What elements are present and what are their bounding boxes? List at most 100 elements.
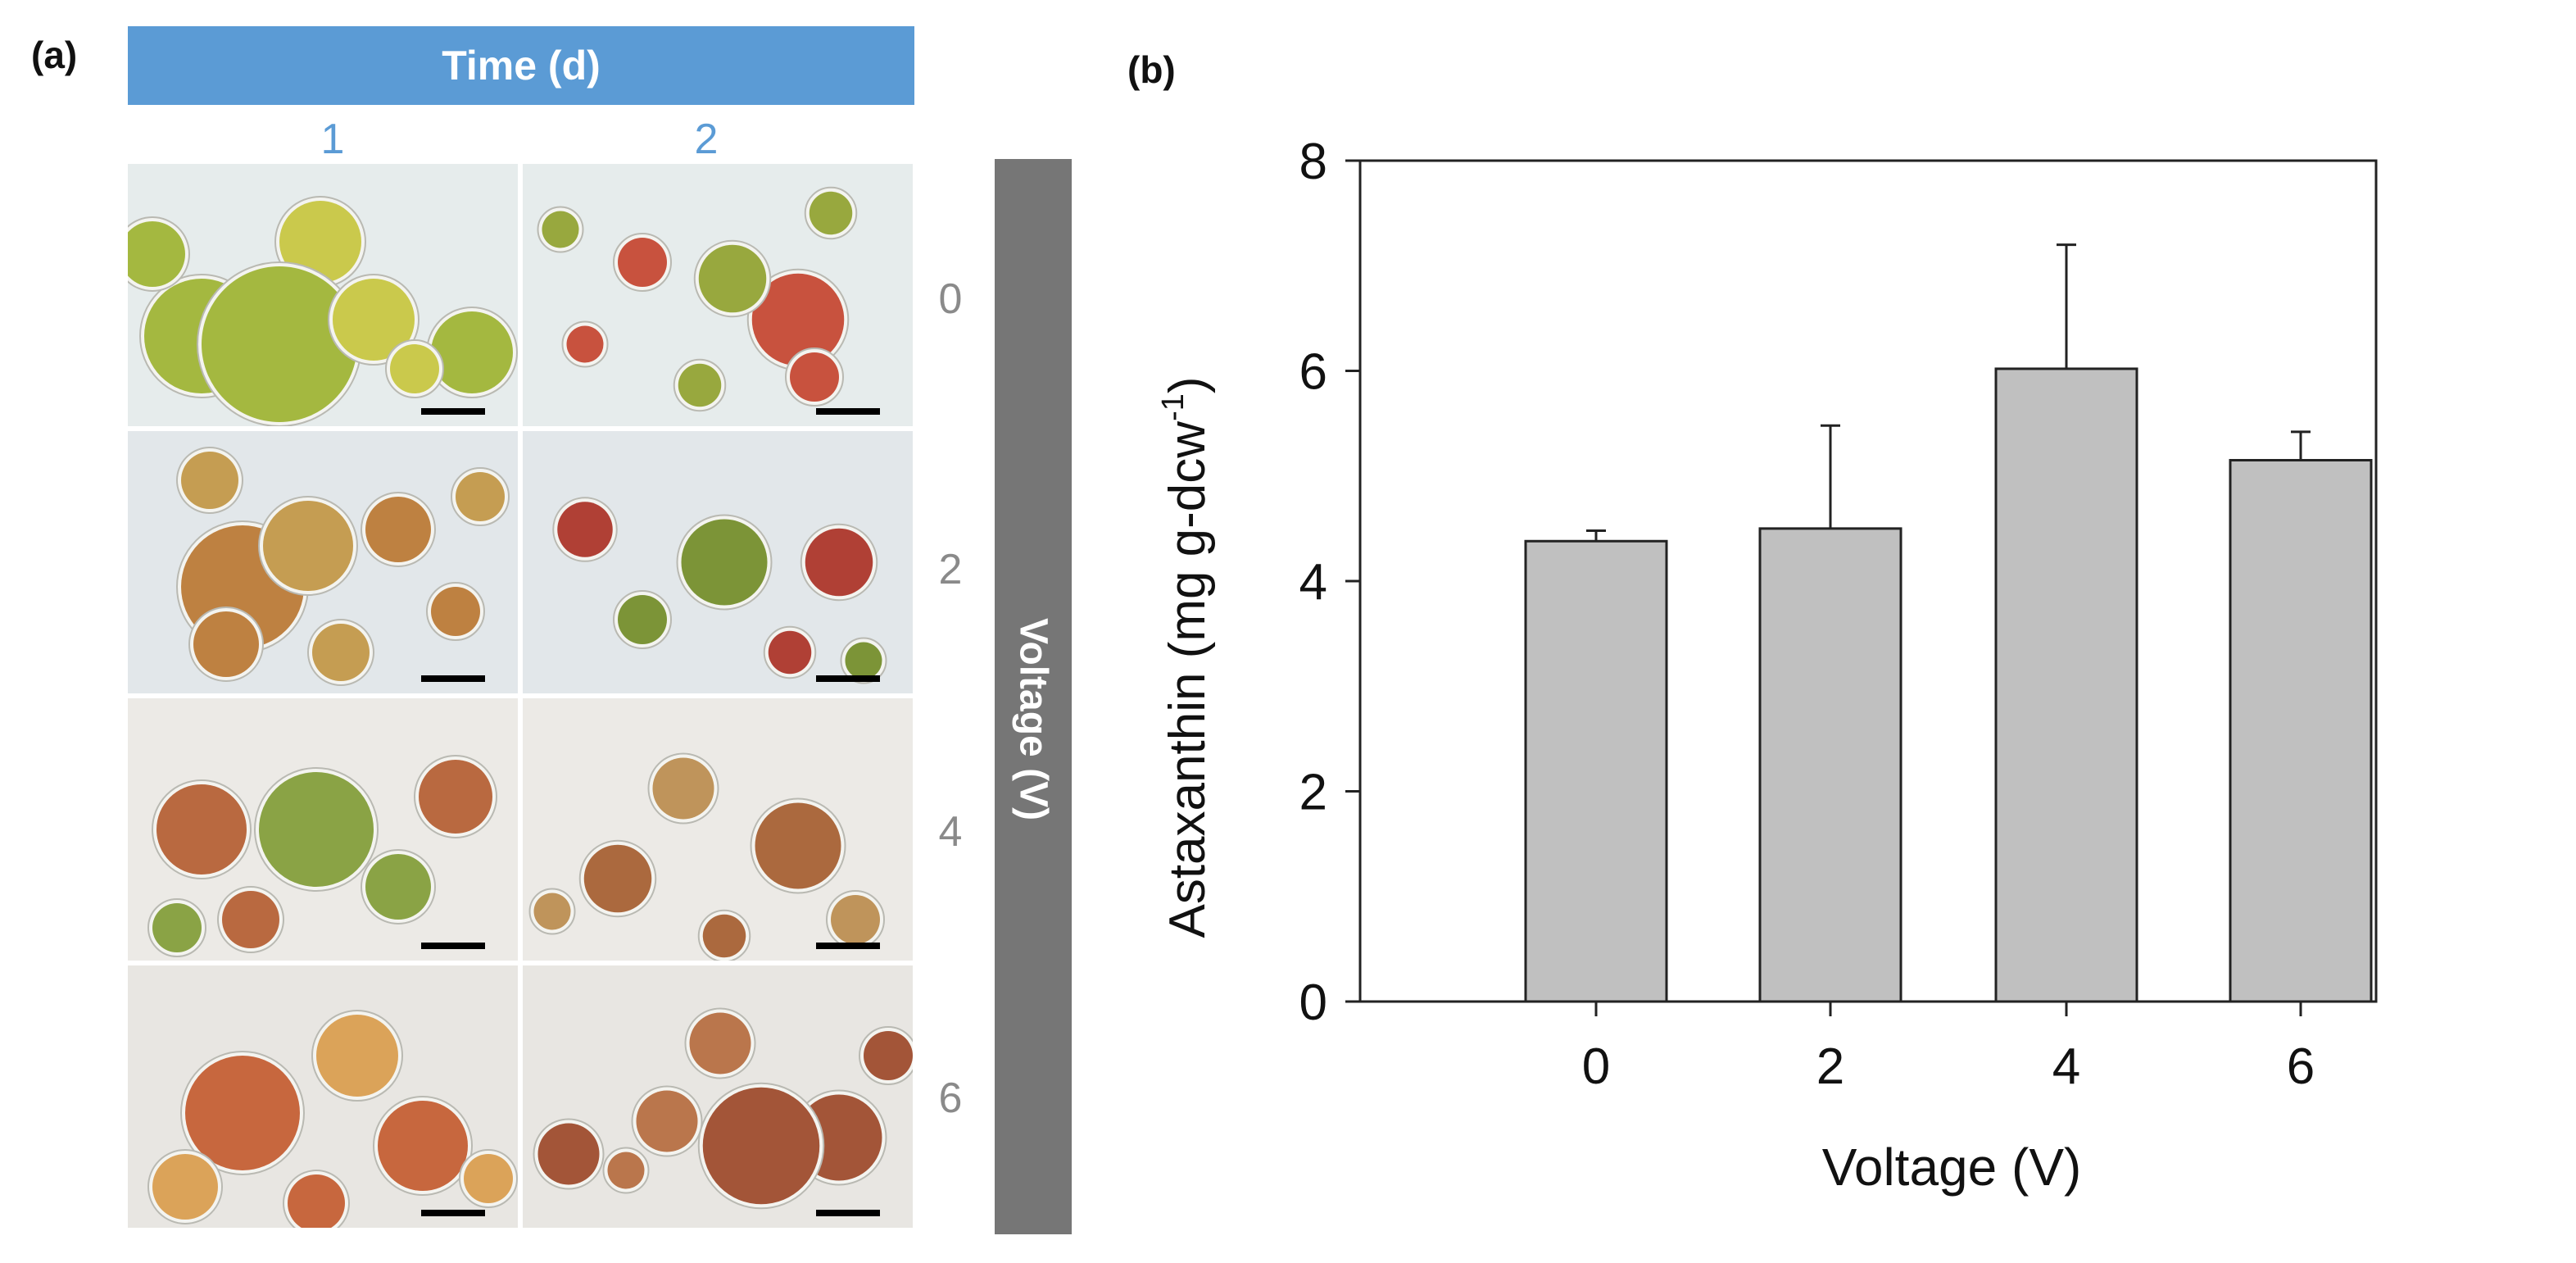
algae-cell (583, 844, 652, 913)
bar (1758, 527, 1903, 1003)
x-tick-label: 2 (1816, 1038, 1844, 1095)
micrograph-cell (128, 698, 518, 961)
voltage-row-2-label: 2 (938, 546, 963, 593)
bar (1524, 539, 1668, 1003)
algae-cell (390, 344, 439, 393)
voltage-header: Voltage (V) (1011, 617, 1055, 821)
algae-cell (456, 472, 505, 521)
algae-cell (566, 325, 604, 363)
micrograph-image (523, 698, 913, 961)
algae-cell (263, 501, 353, 591)
algae-cell (652, 757, 714, 820)
micrograph-cell (523, 431, 913, 693)
x-tick-label: 4 (2052, 1038, 2080, 1095)
algae-cell (702, 914, 746, 958)
panel-b-label: (b) (1127, 48, 1176, 91)
algae-cell (316, 1015, 398, 1097)
algae-cell (181, 452, 238, 509)
y-tick-label: 2 (1299, 765, 1327, 821)
algae-cell (702, 1087, 820, 1205)
micrograph-image (523, 965, 913, 1228)
algae-cell (537, 1123, 600, 1185)
algae-cell (259, 772, 374, 887)
scale-bar (421, 675, 485, 682)
micrograph-cell (128, 164, 518, 426)
voltage-row-0-label: 0 (938, 275, 963, 323)
algae-cell (678, 363, 722, 407)
bar (2229, 459, 2373, 1003)
x-tick-label: 6 (2287, 1038, 2315, 1095)
micrograph-image (523, 431, 913, 693)
time-column-1-label: 1 (320, 116, 345, 163)
algae-cell (698, 244, 767, 313)
algae-cell (809, 191, 853, 235)
algae-cell (618, 595, 667, 644)
algae-cell (689, 1012, 751, 1074)
algae-cell (805, 528, 873, 597)
algae-cell (279, 201, 361, 283)
scale-bar (421, 408, 485, 415)
y-tick-label: 6 (1299, 344, 1327, 401)
voltage-header-bar (995, 159, 1072, 1234)
algae-cell (790, 352, 839, 402)
y-tick-label: 4 (1299, 554, 1327, 611)
micrograph-cell (128, 965, 518, 1228)
algae-cell (365, 854, 431, 920)
algae-cell (152, 1154, 218, 1220)
astaxanthin-bar-chart: 0 2 4 6 8 0 2 4 6 Astaxanthin (mg g-dcw-1) Volta… (1156, 134, 2378, 1197)
y-tick-label: 8 (1299, 134, 1327, 190)
algae-cell (533, 893, 571, 930)
micrograph-cell (128, 431, 518, 693)
algae-cell (557, 502, 613, 557)
voltage-row-4-label: 4 (938, 808, 963, 856)
y-axis-label: Astaxanthin (mg g-dcw-1) (1156, 376, 1216, 938)
algae-cell (768, 630, 812, 675)
y-axis-label-main: Astaxanthin (mg g-dcw (1159, 421, 1216, 938)
algae-cell (845, 642, 882, 679)
micrograph-grid (128, 164, 914, 1229)
micrograph-image (523, 164, 913, 426)
y-axis-label-close: ) (1159, 376, 1216, 393)
algae-cell (193, 611, 259, 677)
algae-cell (288, 1174, 345, 1228)
algae-cell (618, 238, 667, 287)
micrograph-cell (523, 698, 913, 961)
algae-cell (681, 519, 768, 606)
scale-bar (816, 675, 880, 682)
time-header: Time (d) (128, 26, 914, 105)
algae-cell (831, 895, 880, 944)
algae-cell (636, 1090, 698, 1152)
algae-cell (365, 497, 431, 562)
scale-bar (816, 1210, 880, 1216)
algae-cell (419, 760, 492, 834)
algae-cell (542, 211, 579, 248)
algae-cell (431, 587, 480, 636)
algae-cell (378, 1101, 468, 1191)
micrograph-cell (523, 164, 913, 426)
algae-cell (607, 1152, 645, 1189)
scale-bar (816, 943, 880, 949)
algae-cell (185, 1056, 300, 1170)
algae-cell (312, 624, 370, 681)
micrograph-image (128, 698, 518, 961)
algae-cell (755, 802, 841, 889)
algae-cell (751, 273, 845, 366)
y-axis-label-sup: -1 (1156, 393, 1190, 421)
algae-cell (156, 784, 247, 875)
panel-a-label: (a) (31, 34, 78, 76)
algae-cell (431, 311, 513, 393)
bar (1994, 367, 2138, 1003)
algae-cell (202, 266, 357, 422)
algae-cell (333, 279, 415, 361)
x-axis-label: Voltage (V) (1822, 1138, 2082, 1197)
x-tick-label: 0 (1582, 1038, 1610, 1095)
algae-cell (128, 221, 185, 287)
micrograph-image (128, 431, 518, 693)
time-column-2-label: 2 (694, 116, 719, 163)
algae-cell (152, 903, 202, 952)
scale-bar (421, 943, 485, 949)
y-tick-label: 0 (1299, 975, 1327, 1031)
micrograph-image (128, 965, 518, 1228)
algae-cell (464, 1154, 513, 1203)
voltage-row-6-label: 6 (938, 1074, 963, 1122)
